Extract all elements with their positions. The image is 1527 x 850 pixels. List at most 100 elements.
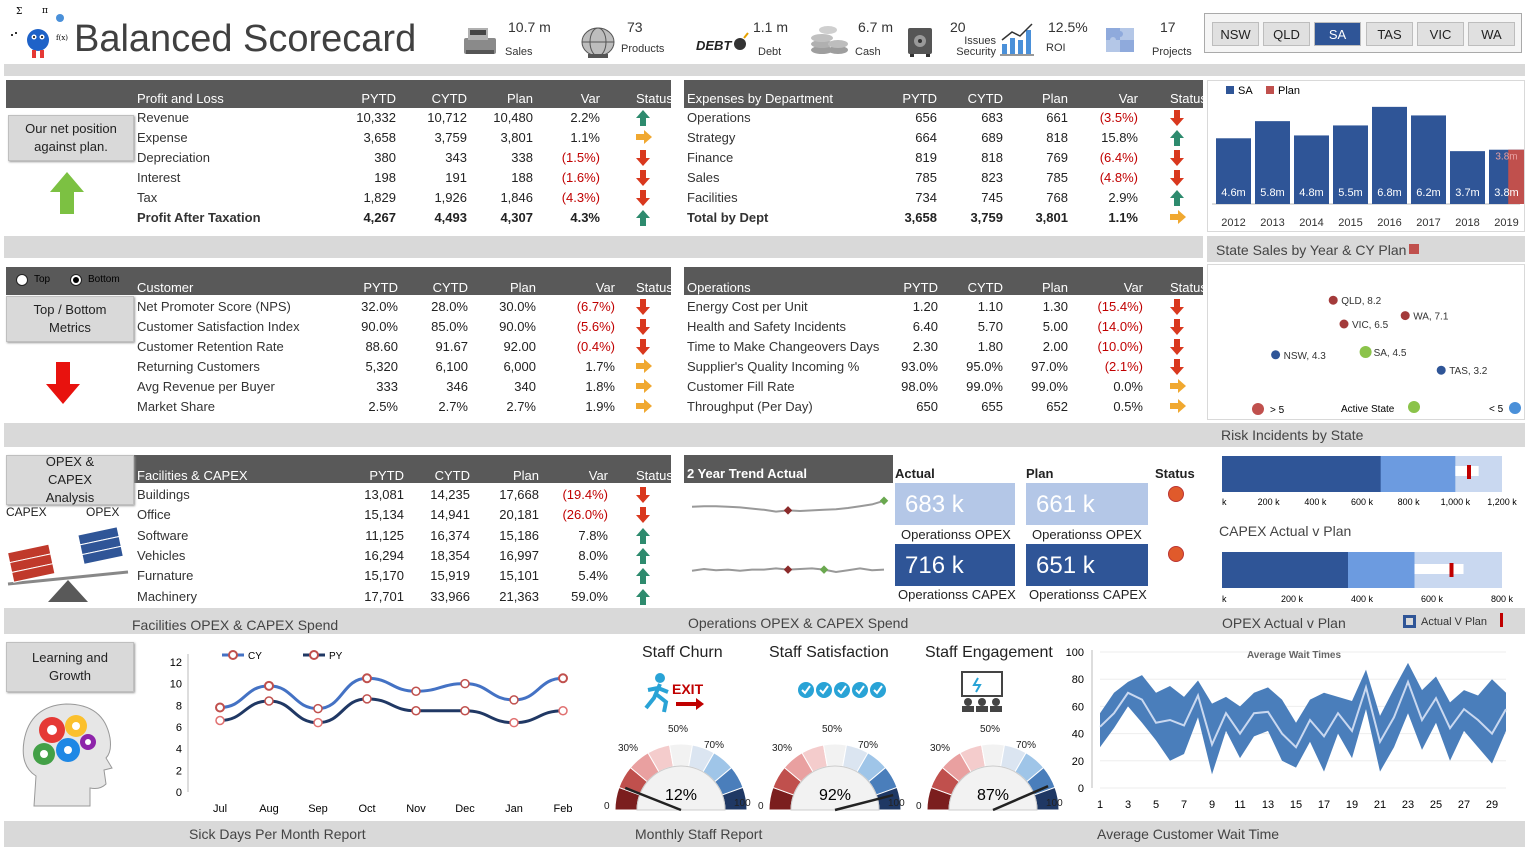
state-button-qld[interactable]: QLD bbox=[1263, 22, 1310, 46]
cell-var: (5.6%) bbox=[576, 319, 615, 334]
radio-bottom[interactable] bbox=[70, 274, 82, 286]
table-row: Supplier's Quality Incoming % 93.0% 95.0% 9… bbox=[0, 357, 1200, 377]
x-tick-label: 2018 bbox=[1455, 217, 1479, 229]
gauge-tick-label: 50% bbox=[822, 724, 843, 735]
globe-icon bbox=[578, 22, 618, 60]
gauge-tick-label: 100 bbox=[888, 798, 905, 809]
cell-var: 59.0% bbox=[571, 588, 608, 604]
cell-name: Net Promoter Score (NPS) bbox=[137, 299, 291, 314]
kpi-issues-label: Issues Security bbox=[956, 35, 996, 58]
facilities-footer: Facilities OPEX & CAPEX Spend bbox=[132, 617, 339, 633]
trend-header-bar bbox=[684, 455, 893, 483]
status-down-arrow-icon bbox=[1170, 170, 1184, 189]
cell-plan: 1,846 bbox=[500, 190, 533, 205]
scatter-point-label: QLD, 8.2 bbox=[1341, 296, 1381, 307]
capex-bullet-band-inner bbox=[1222, 552, 1348, 588]
gauge-tick-label: 100 bbox=[734, 798, 751, 809]
cell-pytd: 3,658 bbox=[363, 130, 396, 145]
actual-v-plan-legend: Actual V Plan bbox=[1421, 616, 1488, 628]
cell-var: 1.1% bbox=[570, 130, 600, 145]
legend-plan: Plan bbox=[1278, 85, 1300, 97]
state-button-nsw[interactable]: NSW bbox=[1212, 22, 1259, 46]
top-bottom-metrics-button[interactable]: Top / Bottom Metrics bbox=[6, 296, 134, 342]
tile-actual-capex: 716 k bbox=[895, 544, 1015, 586]
bar-value-label: 6.8m bbox=[1377, 187, 1401, 199]
legend-active: Active State bbox=[1341, 404, 1395, 415]
risk-incidents-title: Risk Incidents by State bbox=[1221, 427, 1364, 443]
x-tick-label: 21 bbox=[1374, 799, 1386, 811]
cell-name: Buildings bbox=[137, 487, 190, 502]
cell-pytd: 1.20 bbox=[912, 299, 938, 314]
radio-top[interactable] bbox=[16, 274, 28, 286]
cell-cytd: 3,759 bbox=[970, 210, 1003, 225]
status-up-arrow-icon bbox=[1170, 130, 1184, 149]
cell-name: Supplier's Quality Incoming % bbox=[687, 359, 860, 374]
puzzle-icon bbox=[1100, 22, 1142, 58]
state-button-sa[interactable]: SA bbox=[1314, 22, 1361, 46]
gauge: 12% bbox=[606, 724, 756, 816]
line-point bbox=[313, 703, 323, 714]
column-header: CYTD bbox=[967, 91, 1003, 106]
status-down-arrow-icon bbox=[1170, 299, 1184, 318]
state-button-wa[interactable]: WA bbox=[1468, 22, 1515, 46]
exit-runner-icon: EXIT bbox=[634, 668, 734, 716]
table-row: Furnature 15,170 15,919 15,101 5.4% bbox=[0, 566, 666, 586]
cell-cytd: 18,354 bbox=[430, 547, 470, 563]
cell-cytd: 95.0% bbox=[966, 359, 1003, 374]
cell-cytd: 1,926 bbox=[434, 190, 467, 205]
kpi-cash-label: Cash bbox=[855, 46, 881, 58]
table-row: Sales 785 823 785 (4.8%) bbox=[0, 168, 1200, 188]
column-header: Status bbox=[636, 91, 673, 106]
cell-var: (6.4%) bbox=[1099, 150, 1138, 165]
gauge-tick-label: 30% bbox=[772, 743, 793, 754]
cell-pytd: 90.0% bbox=[361, 319, 398, 334]
debt-icon: DEBT bbox=[694, 30, 750, 60]
cell-var: (3.5%) bbox=[1099, 110, 1138, 125]
status-up-arrow-icon bbox=[636, 210, 650, 229]
cell-pytd: 2.30 bbox=[912, 339, 938, 354]
table-row: Depreciation 380 343 338 (1.5%) bbox=[0, 148, 666, 168]
line-point bbox=[215, 715, 225, 726]
opex-bullet-band-inner bbox=[1222, 456, 1381, 492]
sick-days-footer: Sick Days Per Month Report bbox=[189, 826, 366, 842]
status-right-arrow-icon bbox=[636, 399, 652, 416]
cell-var: 2.9% bbox=[1108, 190, 1138, 205]
table-row: Health and Safety Incidents 6.40 5.70 5.00 (… bbox=[0, 317, 1200, 337]
cell-name: Throughput (Per Day) bbox=[687, 399, 813, 414]
cell-plan: 92.00 bbox=[503, 339, 536, 354]
net-position-button[interactable]: Our net position against plan. bbox=[8, 115, 134, 161]
cell-var: (19.4%) bbox=[562, 487, 608, 502]
gauge-tick-label: 0 bbox=[758, 801, 764, 812]
divider-band-2 bbox=[4, 236, 1203, 258]
status-down-arrow-icon bbox=[636, 339, 650, 358]
state-button-vic[interactable]: VIC bbox=[1417, 22, 1464, 46]
cell-plan: 768 bbox=[1046, 190, 1068, 205]
table-header: Profit and Loss PYTD CYTD Plan Var Status bbox=[0, 90, 673, 108]
svg-text:Σ: Σ bbox=[16, 7, 22, 17]
column-header: Facilities & CAPEX bbox=[137, 468, 248, 483]
section2-header-bar-right bbox=[684, 267, 1203, 295]
x-tick-label: Jul bbox=[213, 803, 227, 815]
scale-balance-icon bbox=[4, 522, 132, 604]
status-right-arrow-icon bbox=[636, 130, 652, 147]
status-down-arrow-icon bbox=[1170, 150, 1184, 169]
cell-name: Customer Fill Rate bbox=[687, 379, 795, 394]
divider-band-4 bbox=[4, 608, 1525, 634]
cell-name: Health and Safety Incidents bbox=[687, 319, 846, 334]
opex-capex-button[interactable]: OPEX & CAPEX Analysis bbox=[6, 454, 134, 505]
learning-growth-button[interactable]: Learning and Growth bbox=[6, 642, 134, 692]
gauge-face bbox=[948, 765, 1038, 811]
cell-name: Expense bbox=[137, 130, 188, 145]
gauge-tick-label: 30% bbox=[618, 743, 639, 754]
line-point bbox=[264, 696, 274, 706]
cell-pytd: 15,134 bbox=[364, 507, 404, 523]
trend-min-marker bbox=[783, 565, 793, 574]
cell-name: Finance bbox=[687, 150, 734, 165]
state-button-tas[interactable]: TAS bbox=[1366, 22, 1413, 46]
head-gears-icon bbox=[14, 696, 120, 812]
cell-cytd: 10,712 bbox=[427, 110, 467, 125]
column-header: Plan bbox=[1041, 280, 1068, 295]
column-header: Var bbox=[1123, 280, 1143, 295]
bar-sa-2016 bbox=[1372, 106, 1407, 204]
x-tick-label: Jan bbox=[505, 803, 523, 815]
